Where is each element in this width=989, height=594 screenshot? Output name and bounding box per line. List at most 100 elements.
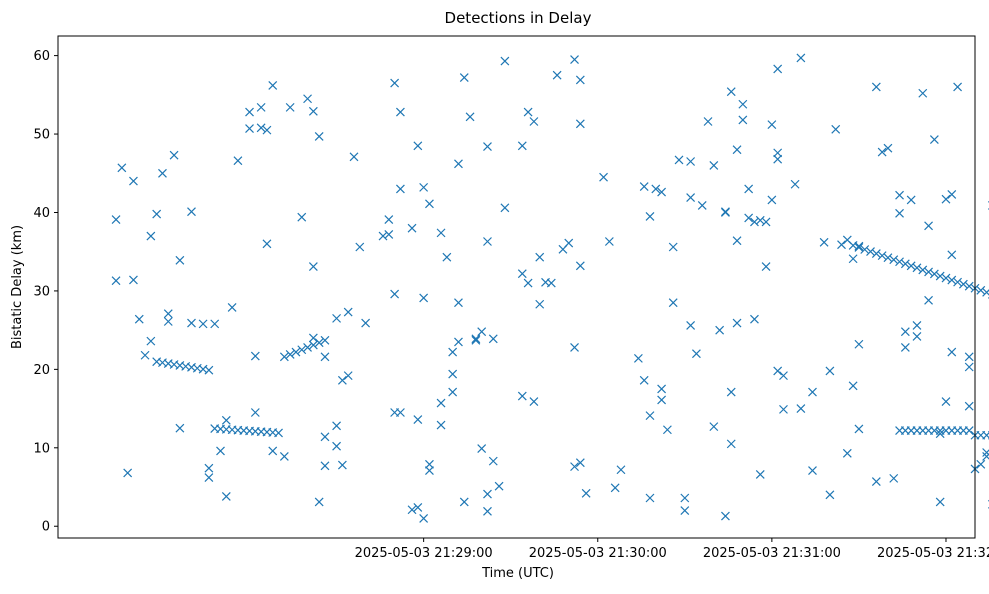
- data-point: [320, 432, 330, 442]
- data-point: [134, 314, 144, 324]
- data-point: [314, 338, 324, 348]
- data-point: [895, 257, 904, 267]
- data-point: [308, 333, 318, 343]
- data-point: [303, 94, 312, 104]
- data-point: [900, 327, 910, 337]
- data-point: [187, 207, 196, 217]
- y-tick-label: 20: [33, 363, 50, 378]
- data-point: [297, 212, 307, 222]
- data-point: [425, 199, 434, 209]
- data-point: [291, 347, 301, 357]
- data-point: [610, 483, 620, 493]
- data-point: [929, 135, 939, 144]
- data-point: [227, 302, 237, 312]
- data-point: [924, 295, 933, 305]
- data-points: [111, 53, 989, 523]
- data-point: [500, 203, 510, 213]
- data-point: [715, 325, 725, 335]
- data-point: [274, 428, 283, 438]
- data-point: [221, 492, 231, 501]
- data-point: [738, 115, 748, 125]
- data-point: [517, 141, 527, 151]
- data-point: [204, 463, 214, 473]
- data-point: [279, 452, 289, 461]
- data-point: [256, 123, 266, 133]
- x-tick-label: 2025-05-03 21:31:00: [703, 546, 841, 561]
- data-point: [883, 253, 893, 263]
- data-point: [471, 335, 481, 345]
- data-point: [604, 237, 614, 246]
- data-point: [407, 505, 417, 515]
- data-point: [639, 182, 649, 192]
- data-point: [129, 275, 138, 285]
- data-point: [947, 347, 957, 357]
- data-point: [204, 365, 214, 375]
- data-point: [889, 473, 899, 483]
- data-point: [755, 470, 765, 479]
- data-point: [750, 314, 759, 324]
- data-point: [111, 215, 121, 224]
- data-point: [662, 425, 672, 435]
- data-point: [169, 150, 179, 160]
- data-point: [146, 336, 156, 346]
- y-tick-label: 40: [33, 206, 50, 221]
- data-point: [953, 82, 963, 92]
- data-point: [941, 397, 951, 406]
- data-point: [924, 221, 933, 231]
- data-point: [529, 397, 539, 406]
- x-axis-ticks: 2025-05-03 21:29:00 2025-05-03 21:30:00 20…: [355, 538, 989, 561]
- data-point: [982, 430, 989, 440]
- data-point: [314, 497, 324, 507]
- data-point: [616, 465, 626, 475]
- chart-title: Detections in Delay: [445, 9, 592, 27]
- data-point: [854, 243, 864, 252]
- data-point: [900, 259, 910, 269]
- data-point: [877, 251, 887, 261]
- data-point: [895, 190, 904, 200]
- data-point: [337, 460, 347, 470]
- data-point: [250, 408, 260, 417]
- data-point: [964, 362, 974, 372]
- data-point: [935, 429, 945, 439]
- data-point: [262, 239, 272, 249]
- data-point: [796, 53, 806, 63]
- data-point: [912, 263, 922, 273]
- data-point: [651, 184, 661, 194]
- data-point: [303, 342, 312, 352]
- data-point: [871, 477, 881, 486]
- data-point: [378, 231, 388, 241]
- data-point: [413, 415, 423, 424]
- data-point: [721, 511, 730, 521]
- data-point: [419, 513, 429, 523]
- data-point: [877, 147, 887, 157]
- data-point: [361, 318, 371, 328]
- data-point: [390, 289, 400, 299]
- data-point: [738, 99, 748, 109]
- data-point: [686, 193, 696, 203]
- data-point: [808, 387, 817, 397]
- data-point: [146, 231, 156, 241]
- data-point: [732, 236, 742, 246]
- data-point: [308, 106, 318, 116]
- data-point: [581, 488, 591, 498]
- data-point: [709, 160, 719, 170]
- data-point: [494, 481, 504, 491]
- data-point: [773, 64, 783, 74]
- y-tick-label: 30: [33, 284, 50, 299]
- data-point: [245, 107, 254, 117]
- data-point: [831, 124, 841, 134]
- data-point: [395, 184, 405, 194]
- data-point: [454, 337, 463, 347]
- data-point: [645, 211, 655, 221]
- data-point: [854, 424, 864, 434]
- data-point: [221, 415, 231, 425]
- data-point: [726, 387, 736, 397]
- data-point: [459, 73, 469, 82]
- data-point: [709, 422, 719, 432]
- data-point: [964, 352, 974, 362]
- x-tick-label: 2025-05-03 21:30:00: [529, 546, 667, 561]
- data-point: [761, 217, 771, 227]
- data-point: [488, 334, 498, 344]
- data-point: [500, 56, 510, 66]
